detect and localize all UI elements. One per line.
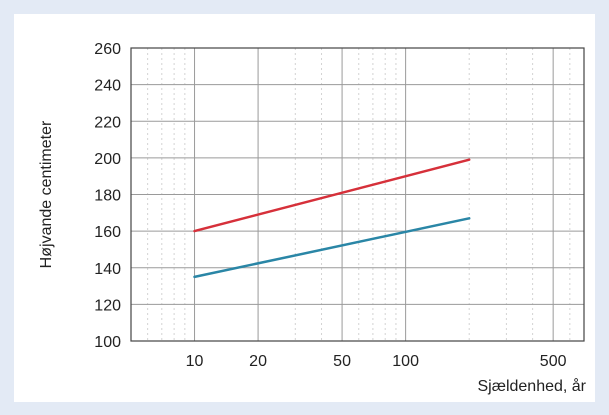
y-axis-title: Højvande centimeter: [38, 120, 55, 268]
y-tick-label: 100: [94, 334, 121, 351]
x-axis-title: Sjældenhed, år: [477, 377, 586, 395]
y-tick-label: 260: [94, 41, 121, 58]
major-gridlines: [131, 48, 584, 341]
y-tick-label: 240: [94, 78, 121, 95]
y-tick-label: 160: [94, 224, 121, 241]
x-axis-tick-labels: 10 20 50 100 500: [186, 353, 567, 370]
series-line: [193, 158, 471, 233]
x-tick-label: 500: [540, 353, 567, 370]
x-tick-label: 20: [249, 353, 267, 370]
y-tick-label: 200: [94, 151, 121, 168]
series-line: [193, 217, 471, 279]
y-tick-label: 120: [94, 297, 121, 314]
series-lines: [193, 158, 471, 279]
x-tick-label: 50: [333, 353, 351, 370]
y-tick-label: 180: [94, 188, 121, 205]
y-axis-tick-labels: 100 120 140 160 180 200 220 240 260: [94, 41, 121, 351]
chart-card: 100 120 140 160 180 200 220 240 260 10 20 50 100 500…: [14, 14, 595, 402]
y-tick-label: 220: [94, 114, 121, 131]
line-chart: 100 120 140 160 180 200 220 240 260 10 20 50 100 500…: [38, 41, 587, 395]
x-tick-label: 100: [392, 353, 419, 370]
y-tick-label: 140: [94, 261, 121, 278]
x-tick-label: 10: [186, 353, 204, 370]
plot-area-frame: [130, 47, 585, 342]
